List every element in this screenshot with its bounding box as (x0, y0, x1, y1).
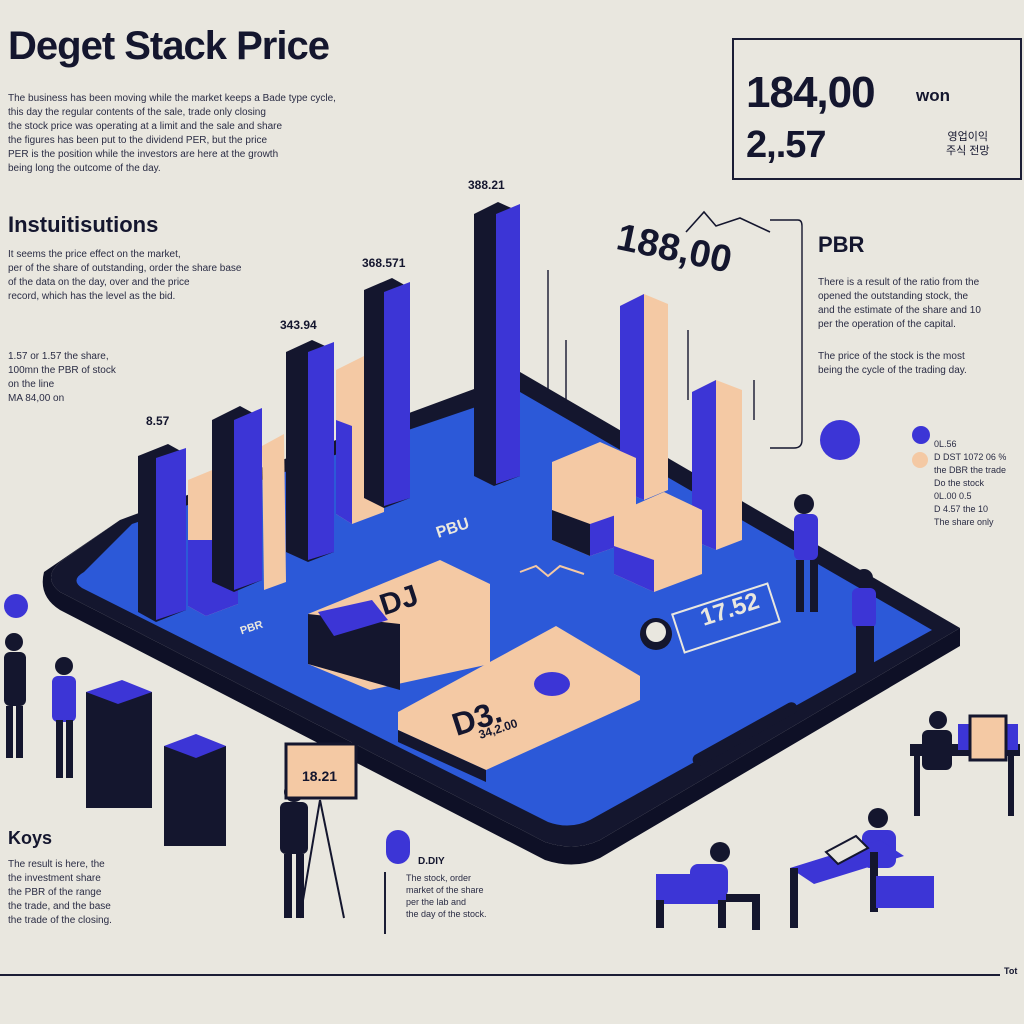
intro-line: The business has been moving while the m… (8, 93, 336, 104)
keys-note-line: market of the share (406, 885, 484, 895)
label-v4: 388.21 (468, 178, 505, 192)
price-unit: won (916, 86, 950, 105)
intro-line: PER is the position while the investors … (8, 149, 279, 160)
footer-tag: Tot (1004, 966, 1018, 976)
bar-2 (188, 466, 238, 616)
bar-6 (336, 354, 384, 524)
legend-circle-large (820, 420, 860, 460)
intro-line: being long the outcome of the day. (8, 163, 161, 174)
bar-10 (692, 380, 742, 550)
legend-item: The share only (934, 517, 994, 527)
pbr-heading: PBR (818, 232, 865, 257)
keys-note-bracket (384, 872, 386, 934)
pbr-line: per the operation of the capital. (818, 319, 956, 330)
institutions-paragraph: It seems the price effect on the market,… (8, 248, 338, 304)
bar-3 (212, 406, 262, 592)
home-bar (692, 702, 798, 766)
intro-line: the stock price was operating at a limit… (8, 121, 283, 132)
tablet-screen (76, 392, 932, 826)
bar-1 (138, 444, 186, 622)
label-pbr-small: PBR (238, 618, 265, 638)
stat-note-line1: 영업이익 (947, 131, 989, 143)
price-value: 184,00 (746, 68, 876, 117)
legend-dot-blue (912, 426, 930, 444)
change-value: 2,.57 (746, 124, 827, 166)
pbr-extra-line: being the cycle of the trading day. (818, 365, 967, 376)
label-v3: 368.571 (362, 256, 406, 270)
intro-line: this day the regular contents of the sal… (8, 107, 266, 118)
institutions-line: per of the share of outstanding, order t… (8, 263, 242, 274)
trend-line-top (685, 210, 771, 233)
pbr-paragraph: There is a result of the ratio from the o… (818, 276, 1023, 332)
right-legend: 0L.56 D DST 1072 06 % the DBR the trade Do … (934, 438, 1024, 529)
institutions-heading: Instuitisutions (8, 212, 159, 237)
intro-paragraph: The business has been moving while the m… (8, 92, 508, 176)
keys-line: the investment share (8, 873, 101, 884)
keys-line: the PBR of the range (8, 887, 102, 898)
bar-5 (286, 340, 334, 562)
bar-9 (620, 294, 668, 500)
institutions-note-line: 100mn the PBR of stock (8, 365, 116, 376)
stat-note: 영업이익 주식 전망 (946, 130, 990, 158)
keys-line: the trade, and the base (8, 901, 111, 912)
keys-dot (386, 830, 410, 864)
mini-trend (519, 564, 585, 578)
card-d3 (398, 626, 640, 782)
price-stat-box: 184,00 won 2,.57 영업이익 주식 전망 (732, 38, 1022, 180)
legend-item: 0L.56 (934, 439, 957, 449)
legend-item: D DST 1072 06 % (934, 452, 1007, 462)
stat-note-line2: 주식 전망 (946, 145, 990, 157)
legend-item: Do the stock (934, 478, 985, 488)
keys-paragraph: The result is here, the the investment sh… (8, 858, 188, 928)
board-text: 18.21 (302, 768, 338, 784)
legend-item: D 4.57 the 10 (934, 504, 989, 514)
keys-note-line: the day of the stock. (406, 909, 487, 919)
keys-heading: Koys (8, 828, 53, 848)
keys-note-line: The stock, order (406, 873, 472, 883)
keys-note: The stock, order market of the share per t… (406, 872, 526, 920)
keys-note-line: per the lab and (406, 897, 467, 907)
keys-line: the trade of the closing. (8, 915, 112, 926)
legend-dot-peach (912, 452, 928, 468)
label-v2: 343.94 (280, 318, 317, 332)
page-title: Deget Stack Price (8, 24, 330, 68)
institutions-note-line: 1.57 or 1.57 the share, (8, 351, 109, 362)
pbr-line: opened the outstanding stock, the (818, 291, 969, 302)
institutions-line: It seems the price effect on the market, (8, 249, 181, 260)
legend-item: the DBR the trade (934, 465, 1007, 475)
bar-7 (364, 278, 410, 508)
institutions-note-line: MA 84,00 on (8, 393, 65, 404)
accent-dot-left (4, 594, 28, 618)
intro-line: the figures has been put to the dividend… (8, 135, 268, 146)
label-v1: 8.57 (146, 414, 170, 428)
card-dj-text: DJ (375, 578, 423, 623)
bar-4 (262, 434, 286, 590)
institutions-line: record, which has the level as the bid. (8, 291, 176, 302)
bracket-right (770, 219, 803, 449)
coin (640, 618, 672, 650)
card-dj (308, 560, 490, 690)
keys-note-label: D.DIY (418, 856, 445, 867)
institutions-line: of the data on the day, over and the pri… (8, 277, 190, 288)
institutions-note-line: on the line (8, 379, 55, 390)
tablet-edge (42, 520, 960, 865)
keys-line: The result is here, the (8, 859, 105, 870)
bar-8 (474, 202, 520, 486)
pbr-extra-line: The price of the stock is the most (818, 351, 965, 362)
pbr-line: There is a result of the ratio from the (818, 277, 980, 288)
screen-price: 17.52 (697, 587, 763, 632)
legend-item: 0L.00 0.5 (934, 491, 972, 501)
pbr-line: and the estimate of the share and 10 (818, 305, 981, 316)
institutions-note: 1.57 or 1.57 the share, 100mn the PBR of … (8, 350, 168, 406)
furniture (86, 680, 1020, 928)
pbr-extra: The price of the stock is the most being … (818, 350, 1023, 378)
label-v5: 188,00 (613, 216, 736, 282)
bottom-rule (0, 974, 1000, 976)
label-per: PBU (434, 515, 472, 542)
block-a (552, 442, 636, 556)
block-b (614, 492, 702, 592)
